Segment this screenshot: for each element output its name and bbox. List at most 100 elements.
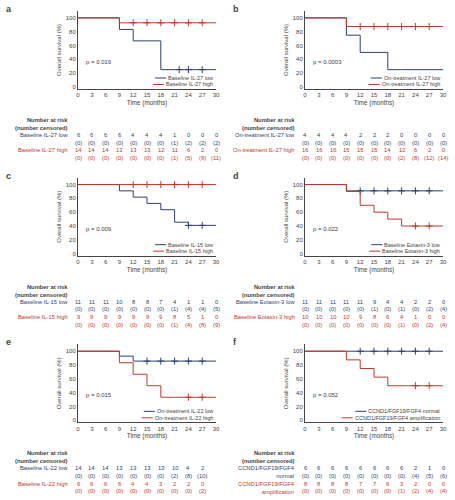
svg-text:2: 2 [428, 147, 431, 153]
svg-text:3: 3 [317, 259, 321, 265]
svg-text:(9): (9) [199, 155, 206, 161]
svg-text:11: 11 [103, 299, 109, 305]
svg-text:21: 21 [398, 92, 405, 98]
svg-text:15: 15 [371, 259, 378, 265]
svg-text:3: 3 [90, 92, 94, 98]
svg-text:(0): (0) [75, 140, 82, 146]
svg-text:80: 80 [69, 362, 76, 368]
svg-text:40: 40 [296, 223, 303, 229]
svg-text:(0): (0) [315, 488, 322, 494]
svg-text:(0): (0) [412, 306, 419, 312]
svg-text:8: 8 [132, 299, 135, 305]
svg-text:60: 60 [296, 376, 303, 382]
svg-text:(0): (0) [102, 473, 109, 479]
svg-text:4: 4 [317, 132, 321, 138]
svg-text:0: 0 [303, 92, 307, 98]
svg-text:10: 10 [302, 314, 308, 320]
svg-text:(4): (4) [185, 322, 192, 328]
svg-text:8: 8 [173, 314, 176, 320]
svg-text:(0): (0) [102, 306, 109, 312]
svg-text:4: 4 [145, 132, 149, 138]
svg-text:(0): (0) [384, 322, 391, 328]
svg-text:2: 2 [201, 147, 204, 153]
svg-text:6: 6 [331, 92, 335, 98]
svg-text:(0): (0) [343, 306, 350, 312]
svg-text:On-treatment IL-27 high: On-treatment IL-27 high [233, 147, 295, 153]
svg-text:Baseline IL-15 low: Baseline IL-15 low [20, 299, 68, 305]
svg-text:2: 2 [386, 132, 389, 138]
svg-text:8: 8 [373, 314, 376, 320]
svg-text:Time (months): Time (months) [127, 99, 167, 107]
svg-text:(0): (0) [130, 473, 137, 479]
svg-text:30: 30 [213, 426, 220, 432]
svg-text:13: 13 [144, 465, 150, 471]
svg-text:2: 2 [414, 299, 417, 305]
svg-text:6: 6 [386, 465, 389, 471]
svg-text:(0): (0) [329, 155, 336, 161]
svg-text:Baseline IL-27 low: Baseline IL-27 low [168, 75, 213, 81]
svg-text:13: 13 [130, 465, 136, 471]
svg-text:(0): (0) [371, 140, 378, 146]
svg-text:6: 6 [331, 259, 335, 265]
svg-text:80: 80 [296, 195, 303, 201]
svg-text:Overall survival (%): Overall survival (%) [56, 357, 62, 409]
svg-text:(0): (0) [315, 473, 322, 479]
svg-text:10: 10 [343, 314, 349, 320]
svg-text:(4): (4) [440, 322, 447, 328]
svg-text:6: 6 [104, 481, 107, 487]
svg-text:(0): (0) [371, 488, 378, 494]
svg-text:6: 6 [317, 465, 320, 471]
svg-text:(0): (0) [130, 140, 137, 146]
svg-text:80: 80 [69, 29, 76, 35]
svg-text:11: 11 [357, 299, 363, 305]
svg-text:0: 0 [72, 251, 76, 257]
svg-text:(0): (0) [157, 473, 164, 479]
svg-text:(0): (0) [302, 155, 309, 161]
svg-text:11: 11 [330, 299, 336, 305]
svg-text:(1): (1) [171, 155, 178, 161]
svg-text:0: 0 [72, 84, 76, 90]
svg-text:18: 18 [157, 426, 164, 432]
svg-text:(0): (0) [384, 488, 391, 494]
svg-text:1: 1 [414, 314, 417, 320]
svg-text:Time (months): Time (months) [127, 432, 167, 440]
svg-text:(0): (0) [384, 473, 391, 479]
svg-text:6: 6 [77, 481, 80, 487]
svg-text:(8): (8) [412, 155, 419, 161]
svg-text:(0): (0) [357, 322, 364, 328]
svg-text:a: a [6, 4, 12, 14]
svg-text:3: 3 [400, 481, 403, 487]
svg-text:9: 9 [132, 314, 135, 320]
svg-text:(0): (0) [371, 322, 378, 328]
svg-text:21: 21 [171, 92, 178, 98]
svg-text:6: 6 [118, 481, 121, 487]
svg-text:11: 11 [172, 147, 178, 153]
svg-text:(11): (11) [211, 155, 221, 161]
svg-text:6: 6 [90, 481, 93, 487]
svg-text:15: 15 [144, 92, 151, 98]
svg-text:40: 40 [296, 390, 303, 396]
svg-text:40: 40 [69, 223, 76, 229]
svg-text:(6): (6) [440, 473, 447, 479]
svg-text:0: 0 [442, 147, 445, 153]
svg-text:6: 6 [331, 465, 334, 471]
svg-text:6: 6 [331, 426, 335, 432]
svg-text:0: 0 [400, 132, 403, 138]
svg-text:30: 30 [440, 259, 447, 265]
svg-text:(0): (0) [116, 155, 123, 161]
svg-text:(0): (0) [157, 322, 164, 328]
svg-text:p = 0.009: p = 0.009 [86, 226, 112, 232]
svg-text:9: 9 [345, 92, 349, 98]
svg-text:(12): (12) [424, 155, 434, 161]
svg-text:(0): (0) [157, 306, 164, 312]
svg-text:(0): (0) [102, 488, 109, 494]
svg-text:13: 13 [116, 465, 122, 471]
svg-text:(0): (0) [315, 322, 322, 328]
svg-text:Baseline IL-27 low: Baseline IL-27 low [20, 132, 68, 138]
svg-text:(4): (4) [199, 306, 206, 312]
svg-text:(0): (0) [357, 155, 364, 161]
svg-text:2: 2 [187, 481, 190, 487]
svg-text:6: 6 [77, 132, 80, 138]
svg-text:4: 4 [131, 481, 135, 487]
svg-text:4: 4 [400, 299, 404, 305]
